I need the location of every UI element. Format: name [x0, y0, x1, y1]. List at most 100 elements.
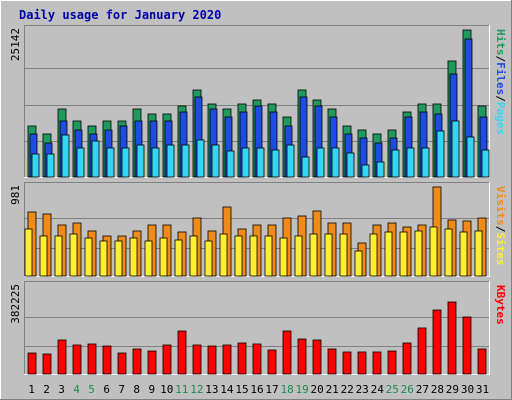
bar-kbytes-day-14: [222, 344, 232, 375]
x-tick-label: 29: [446, 383, 459, 396]
x-tick-label: 18: [280, 383, 293, 396]
x-tick-label: 8: [133, 383, 140, 396]
bar-sites-day-24: [369, 233, 378, 277]
x-tick-label: 12: [190, 383, 203, 396]
bar-sites-day-6: [99, 240, 108, 277]
x-tick-label: 23: [356, 383, 369, 396]
bar-pages-day-7: [121, 147, 130, 178]
bar-kbytes-day-21: [327, 348, 337, 375]
x-tick-label: 20: [310, 383, 323, 396]
bar-kbytes-day-9: [147, 350, 157, 375]
side-legend-item: Visits: [494, 186, 507, 226]
bar-sites-day-4: [69, 233, 78, 277]
x-tick-label: 5: [88, 383, 95, 396]
bar-pages-day-2: [46, 153, 55, 178]
bar-pages-day-3: [61, 134, 70, 178]
bar-pages-day-17: [271, 149, 280, 178]
bar-kbytes-day-22: [342, 351, 352, 375]
bar-kbytes-day-23: [357, 351, 367, 375]
side-legend-kbytes: KBytes: [494, 285, 507, 325]
bar-kbytes-day-1: [27, 352, 37, 375]
bar-kbytes-day-3: [57, 339, 67, 375]
panel-hits: 25142 Hits/Files/Pages: [9, 25, 507, 178]
bar-kbytes-day-31: [477, 348, 487, 375]
bar-pages-day-12: [196, 139, 205, 178]
side-legend-item: KBytes: [494, 285, 507, 325]
series-kbytes: [27, 301, 487, 375]
bar-sites-day-18: [279, 237, 288, 277]
x-tick-label: 3: [58, 383, 65, 396]
y-max-label: 981: [9, 185, 22, 205]
x-tick-label: 22: [341, 383, 354, 396]
bar-pages-day-24: [376, 161, 385, 178]
bar-sites-day-13: [204, 240, 213, 277]
bar-kbytes-day-20: [312, 339, 322, 375]
bar-pages-day-27: [421, 147, 430, 178]
bar-sites-day-30: [459, 231, 468, 277]
bar-pages-day-15: [241, 147, 250, 178]
bar-sites-day-5: [84, 237, 93, 277]
bar-kbytes-day-24: [372, 351, 382, 375]
bar-pages-day-21: [331, 147, 340, 178]
bar-kbytes-day-4: [72, 344, 82, 375]
bar-sites-day-20: [309, 233, 318, 277]
side-legend-item: /: [494, 226, 507, 233]
bar-pages-day-18: [286, 144, 295, 178]
bar-pages-day-14: [226, 150, 235, 178]
bar-sites-day-28: [429, 226, 438, 277]
series-sites: [24, 226, 483, 277]
x-tick-label: 6: [103, 383, 110, 396]
x-tick-label: 28: [431, 383, 444, 396]
bar-pages-day-28: [436, 130, 445, 178]
bar-sites-day-19: [294, 235, 303, 277]
x-tick-label: 7: [118, 383, 125, 396]
bar-kbytes-day-28: [432, 309, 442, 375]
bar-sites-day-1: [24, 228, 33, 277]
bar-pages-day-5: [91, 140, 100, 178]
bar-sites-day-31: [474, 230, 483, 277]
series-pages: [31, 120, 490, 178]
bar-pages-day-9: [151, 147, 160, 178]
bar-pages-day-22: [346, 152, 355, 178]
bar-kbytes-day-29: [447, 301, 457, 375]
bar-sites-day-11: [174, 239, 183, 277]
bar-kbytes-day-30: [462, 316, 472, 375]
bar-pages-day-26: [406, 147, 415, 178]
bar-kbytes-day-10: [162, 344, 172, 375]
bar-pages-day-23: [361, 164, 370, 178]
x-tick-label: 15: [235, 383, 248, 396]
bar-sites-day-22: [339, 233, 348, 277]
bar-sites-day-15: [234, 235, 243, 277]
x-tick-label: 27: [416, 383, 429, 396]
bar-pages-day-8: [136, 144, 145, 178]
x-tick-label: 31: [476, 383, 489, 396]
bar-kbytes-day-11: [177, 330, 187, 375]
x-tick-label: 1: [28, 383, 35, 396]
x-axis: 1 2 3 4 5 6 7 8 9 10 11 12 13 14 15 16 17 18 19 20 21 22 23 24 2…: [28, 383, 489, 396]
bar-sites-day-23: [354, 250, 363, 277]
x-tick-label: 26: [401, 383, 414, 396]
bar-sites-day-26: [399, 231, 408, 277]
bar-kbytes-day-19: [297, 338, 307, 375]
bar-kbytes-day-18: [282, 330, 292, 375]
x-tick-label: 19: [295, 383, 308, 396]
bar-kbytes-day-7: [117, 352, 127, 375]
panel-visits: 981 Visits/Sites: [9, 182, 507, 277]
bar-kbytes-day-27: [417, 327, 427, 375]
bar-sites-day-25: [384, 231, 393, 277]
bar-pages-day-16: [256, 147, 265, 178]
bar-kbytes-day-16: [252, 343, 262, 375]
x-tick-label: 17: [265, 383, 278, 396]
x-tick-label: 30: [461, 383, 474, 396]
x-tick-label: 21: [326, 383, 339, 396]
x-tick-label: 2: [43, 383, 50, 396]
side-legend-item: Files: [494, 62, 507, 95]
bar-kbytes-day-2: [42, 353, 52, 375]
bar-sites-day-27: [414, 230, 423, 277]
bar-kbytes-day-15: [237, 342, 247, 375]
bar-sites-day-9: [144, 240, 153, 277]
bar-pages-day-10: [166, 144, 175, 178]
x-tick-label: 16: [250, 383, 263, 396]
side-legend-item: /: [494, 56, 507, 63]
